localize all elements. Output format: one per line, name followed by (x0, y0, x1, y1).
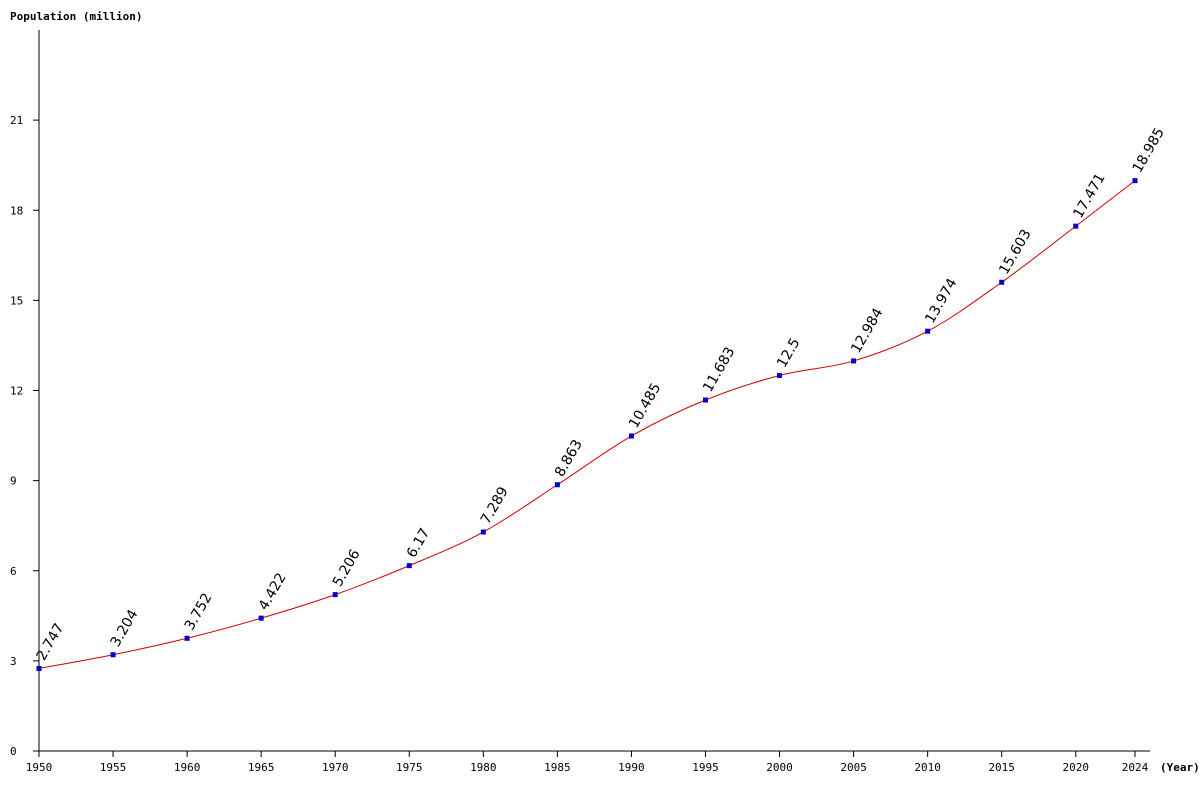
x-tick-label: 2000 (766, 761, 793, 774)
data-label: 17.471 (1070, 171, 1108, 221)
y-tick-label: 21 (10, 114, 23, 127)
x-tick-label: 2024 (1122, 761, 1149, 774)
x-tick-label: 1980 (470, 761, 497, 774)
data-point (1073, 223, 1079, 229)
data-label: 18.985 (1130, 125, 1168, 175)
data-point (110, 652, 116, 658)
y-tick-label: 12 (10, 385, 23, 398)
data-point (999, 279, 1005, 285)
x-tick-label: 1965 (248, 761, 275, 774)
data-label: 7.289 (478, 484, 512, 527)
x-tick-label: 1995 (692, 761, 719, 774)
data-label: 13.974 (922, 276, 960, 327)
data-point (925, 328, 931, 334)
data-label: 8.863 (552, 437, 586, 480)
data-label: 5.206 (330, 547, 364, 590)
x-tick-label: 2020 (1063, 761, 1090, 774)
data-label: 12.984 (848, 305, 886, 356)
data-label: 6.17 (404, 526, 433, 561)
data-label: 3.204 (108, 607, 142, 650)
data-labels: 2.747 3.204 3.752 4.4225.2066.177.2898.8631… (34, 125, 1168, 663)
x-tick-label: 2015 (988, 761, 1015, 774)
data-point (406, 563, 412, 569)
y-tick-label: 6 (10, 565, 17, 578)
x-tick-label: 1955 (100, 761, 127, 774)
y-tick-label: 0 (10, 745, 17, 758)
x-tick-label: 2005 (840, 761, 867, 774)
data-point (332, 592, 338, 598)
data-point (184, 635, 190, 641)
data-label: 11.683 (700, 345, 738, 395)
data-label: 3.752 (182, 591, 216, 634)
data-point (554, 482, 560, 488)
x-tick-label: 1975 (396, 761, 423, 774)
y-axis-title: Population (million) (10, 10, 142, 23)
x-tick-label: 1985 (544, 761, 571, 774)
data-point (702, 397, 708, 403)
x-ticks: 1950 1955 1960 1965 1970 1975 1980 1985 1990 1995… (26, 751, 1149, 774)
y-tick-label: 15 (10, 294, 23, 307)
series-line (38, 180, 1136, 669)
data-points (36, 178, 1138, 671)
data-point (851, 358, 857, 364)
data-point (628, 433, 634, 439)
y-tick-label: 18 (10, 204, 23, 217)
data-point (777, 372, 783, 378)
x-tick-label: 1960 (174, 761, 201, 774)
data-label: 4.422 (256, 570, 290, 613)
data-point (1132, 178, 1138, 184)
x-tick-label: 2010 (914, 761, 941, 774)
data-label: 10.485 (626, 381, 664, 431)
y-tick-label: 3 (10, 655, 17, 668)
data-point (480, 529, 486, 535)
x-tick-label: 1970 (322, 761, 349, 774)
data-label: 12.5 (774, 335, 803, 370)
y-tick-label: 9 (10, 475, 17, 488)
data-point (36, 665, 42, 671)
x-axis-title: (Year) (1160, 761, 1200, 774)
data-label: 15.603 (996, 227, 1034, 277)
x-tick-label: 1990 (618, 761, 645, 774)
data-point (258, 615, 264, 621)
y-ticks: 0 3 6 9 12 15 18 21 (10, 114, 39, 758)
x-tick-label: 1950 (26, 761, 53, 774)
